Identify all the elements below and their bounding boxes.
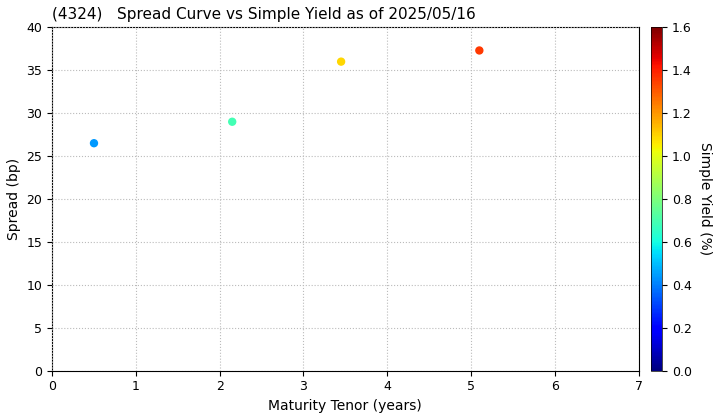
Point	[227, 118, 238, 125]
Text: (4324)   Spread Curve vs Simple Yield as of 2025/05/16: (4324) Spread Curve vs Simple Yield as o…	[52, 7, 476, 22]
Point	[336, 58, 347, 65]
X-axis label: Maturity Tenor (years): Maturity Tenor (years)	[269, 399, 422, 413]
Y-axis label: Spread (bp): Spread (bp)	[7, 158, 21, 240]
Point	[89, 140, 100, 147]
Y-axis label: Simple Yield (%): Simple Yield (%)	[698, 142, 711, 256]
Point	[474, 47, 485, 54]
